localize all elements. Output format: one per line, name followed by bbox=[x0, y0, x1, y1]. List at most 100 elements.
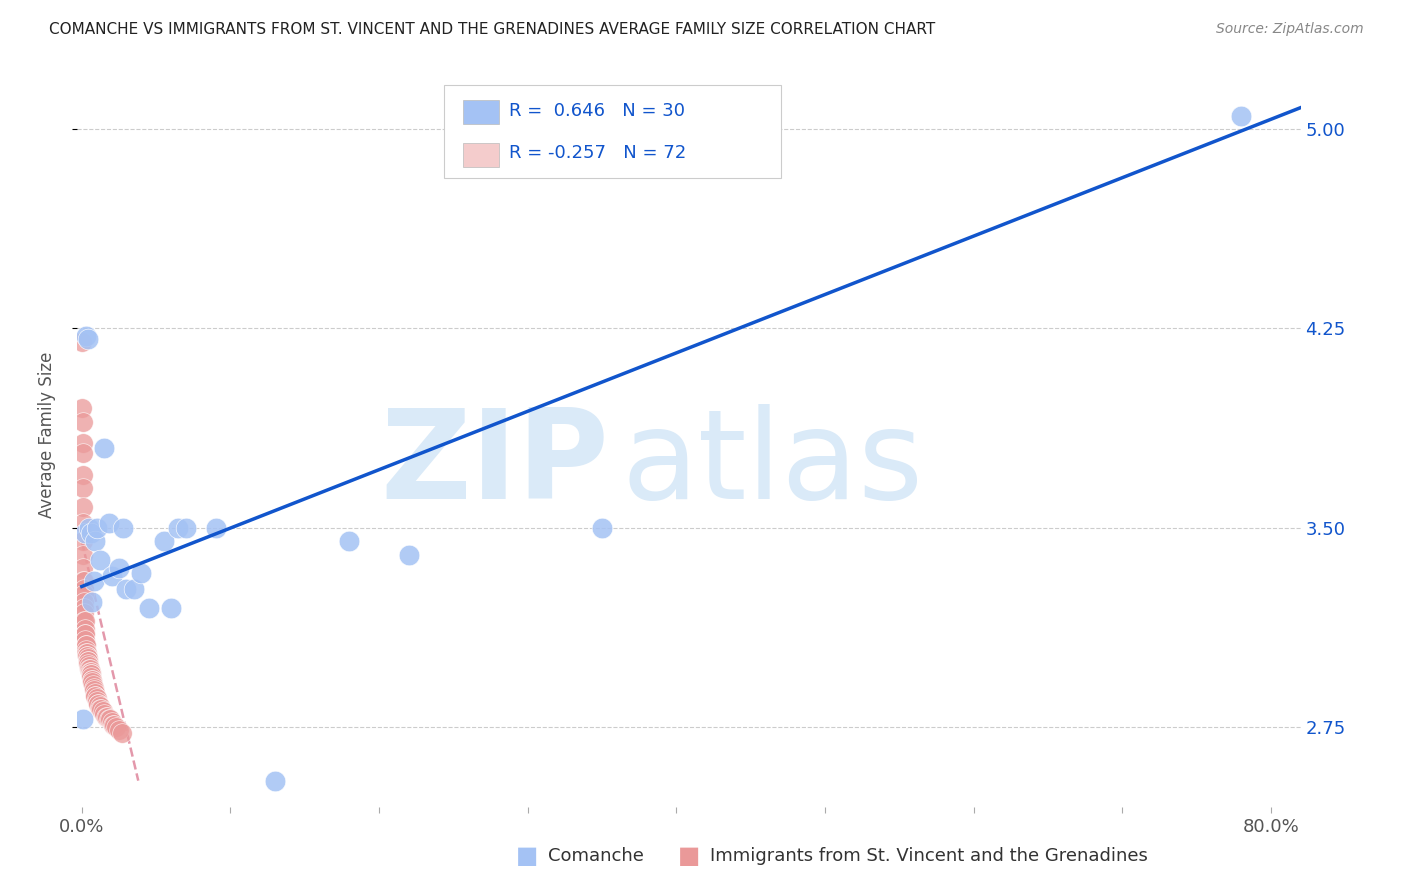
Point bbox=[76, 646, 98, 660]
Point bbox=[73, 614, 96, 628]
Point bbox=[93, 441, 115, 455]
Text: Source: ZipAtlas.com: Source: ZipAtlas.com bbox=[1216, 22, 1364, 37]
Point bbox=[72, 446, 94, 460]
Point bbox=[76, 332, 98, 346]
Bar bbox=[463, 143, 499, 167]
FancyBboxPatch shape bbox=[444, 85, 780, 178]
Point bbox=[75, 638, 97, 652]
Point bbox=[73, 614, 96, 628]
Text: R = -0.257   N = 72: R = -0.257 N = 72 bbox=[509, 145, 686, 162]
Point bbox=[76, 648, 98, 663]
Point bbox=[72, 481, 94, 495]
Text: Immigrants from St. Vincent and the Grenadines: Immigrants from St. Vincent and the Gren… bbox=[710, 847, 1147, 865]
Point bbox=[174, 521, 197, 535]
Point bbox=[398, 548, 420, 562]
Point bbox=[82, 678, 104, 692]
Point bbox=[104, 721, 127, 735]
Point bbox=[152, 534, 174, 549]
Point bbox=[75, 643, 97, 657]
Point bbox=[87, 697, 110, 711]
Text: ZIP: ZIP bbox=[381, 404, 609, 525]
Point bbox=[103, 718, 125, 732]
Point bbox=[72, 713, 94, 727]
Point bbox=[80, 665, 103, 679]
Point bbox=[72, 516, 94, 530]
Point bbox=[79, 662, 101, 676]
Point bbox=[98, 713, 121, 727]
Point bbox=[129, 566, 152, 581]
Point bbox=[108, 723, 131, 738]
Point bbox=[76, 651, 98, 665]
Point bbox=[115, 582, 138, 596]
Point bbox=[101, 718, 124, 732]
Point bbox=[93, 707, 115, 722]
Point bbox=[138, 600, 160, 615]
Point bbox=[75, 329, 97, 343]
Bar bbox=[463, 101, 499, 124]
Point bbox=[73, 627, 96, 641]
Point bbox=[75, 646, 97, 660]
Point bbox=[72, 415, 94, 429]
Y-axis label: Average Family Size: Average Family Size bbox=[38, 351, 56, 518]
Point bbox=[97, 516, 120, 530]
Text: COMANCHE VS IMMIGRANTS FROM ST. VINCENT AND THE GRENADINES AVERAGE FAMILY SIZE C: COMANCHE VS IMMIGRANTS FROM ST. VINCENT … bbox=[49, 22, 935, 37]
Point bbox=[72, 435, 94, 450]
Point bbox=[111, 726, 134, 740]
Point bbox=[83, 681, 105, 695]
Point bbox=[86, 521, 108, 535]
Point bbox=[83, 574, 105, 589]
Point bbox=[100, 569, 122, 583]
Text: atlas: atlas bbox=[621, 404, 924, 525]
Point bbox=[112, 521, 135, 535]
Point bbox=[91, 705, 114, 719]
Point bbox=[97, 713, 120, 727]
Point bbox=[73, 606, 96, 620]
Point bbox=[86, 694, 108, 708]
Point bbox=[73, 622, 96, 636]
Point bbox=[160, 600, 183, 615]
Point bbox=[73, 600, 96, 615]
Point bbox=[90, 702, 112, 716]
Point bbox=[77, 659, 100, 673]
Point bbox=[84, 689, 107, 703]
Point bbox=[73, 526, 96, 541]
Point bbox=[167, 521, 190, 535]
Point bbox=[82, 595, 104, 609]
Point bbox=[73, 595, 96, 609]
Text: ■: ■ bbox=[516, 845, 538, 868]
Text: Comanche: Comanche bbox=[548, 847, 644, 865]
Point bbox=[80, 667, 103, 681]
Text: ■: ■ bbox=[678, 845, 700, 868]
Point bbox=[84, 686, 107, 700]
Point bbox=[80, 670, 103, 684]
Point bbox=[89, 702, 111, 716]
Point bbox=[75, 638, 97, 652]
Point bbox=[72, 401, 94, 416]
Point bbox=[72, 574, 94, 589]
Point bbox=[77, 654, 100, 668]
Point bbox=[72, 548, 94, 562]
Point bbox=[100, 715, 122, 730]
Point bbox=[75, 632, 97, 647]
Point bbox=[337, 534, 360, 549]
Point bbox=[70, 334, 93, 349]
Point bbox=[204, 521, 226, 535]
Point bbox=[122, 582, 145, 596]
Point bbox=[77, 662, 100, 676]
Point bbox=[72, 534, 94, 549]
Point bbox=[264, 773, 287, 788]
Point bbox=[89, 553, 111, 567]
Point bbox=[86, 691, 108, 706]
Point bbox=[72, 561, 94, 575]
Text: R =  0.646   N = 30: R = 0.646 N = 30 bbox=[509, 102, 685, 120]
Point bbox=[82, 673, 104, 687]
Point bbox=[83, 683, 105, 698]
Point bbox=[79, 665, 101, 679]
Point bbox=[77, 657, 100, 671]
Point bbox=[72, 500, 94, 514]
Point bbox=[80, 667, 103, 681]
Point bbox=[72, 574, 94, 589]
Point bbox=[82, 673, 104, 687]
Point bbox=[82, 675, 104, 690]
Point bbox=[591, 521, 613, 535]
